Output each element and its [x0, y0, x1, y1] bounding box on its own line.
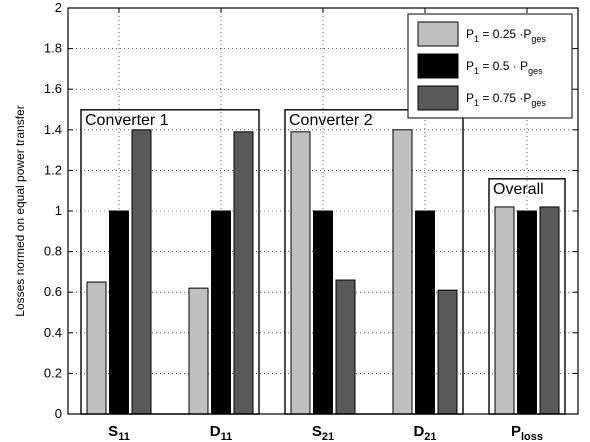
- bar: [313, 210, 333, 415]
- bar: [437, 289, 458, 415]
- bar: [539, 206, 560, 415]
- bar: [494, 206, 515, 415]
- y-tick-label: 1.8: [44, 41, 62, 56]
- group-label: Overall: [493, 181, 544, 198]
- legend-swatch: [417, 53, 459, 79]
- group-label: Converter 2: [289, 112, 373, 129]
- legend: P1 = 0.25 ·Pges P1 = 0.5 · Pges P1 = 0.75 …: [407, 13, 573, 119]
- bar: [109, 210, 129, 415]
- legend-swatch: [417, 85, 459, 111]
- y-tick-label: 0: [55, 406, 62, 421]
- bar: [233, 131, 254, 415]
- x-tick-label: D11: [210, 423, 232, 442]
- group-label: Converter 1: [85, 112, 169, 129]
- legend-label: P1 = 0.25 ·Pges: [466, 27, 546, 44]
- bar: [188, 287, 209, 415]
- x-tick-label: D21: [413, 423, 436, 442]
- bar: [335, 279, 356, 415]
- y-tick-label: 1.6: [44, 81, 62, 96]
- bar: [415, 210, 435, 415]
- y-axis-label: Losses normed on equal power transfer: [13, 105, 27, 316]
- y-tick-label: 0.6: [44, 284, 62, 299]
- bar: [517, 210, 537, 415]
- group-box: [80, 109, 260, 415]
- bar: [290, 131, 311, 415]
- legend-swatch: [417, 21, 459, 47]
- x-tick-label: S21: [312, 423, 334, 442]
- y-tick-label: 1.2: [44, 162, 62, 177]
- x-tick-label: Ploss: [511, 423, 543, 442]
- legend-label: P1 = 0.5 · Pges: [466, 59, 543, 76]
- y-tick-label: 0.4: [44, 325, 62, 340]
- y-tick-label: 0.2: [44, 365, 62, 380]
- bar: [131, 129, 152, 415]
- y-axis: 0 0.2 0.4 0.6 0.8 1 1.2 1.4 1.6 1.8 2: [44, 0, 578, 421]
- bar: [211, 210, 231, 415]
- y-tick-label: 0.8: [44, 244, 62, 259]
- bar: [392, 129, 413, 415]
- y-tick-label: 1.4: [44, 122, 62, 137]
- x-tick-label: S11: [108, 423, 130, 442]
- bar: [86, 281, 107, 415]
- y-tick-label: 2: [55, 0, 62, 15]
- x-axis: S11 D11 S21 D21 Ploss: [108, 8, 543, 442]
- legend-label: P1 = 0.75 ·Pges: [466, 91, 546, 108]
- group-box: [284, 109, 464, 415]
- y-tick-label: 1: [55, 203, 62, 218]
- bars: [86, 129, 560, 415]
